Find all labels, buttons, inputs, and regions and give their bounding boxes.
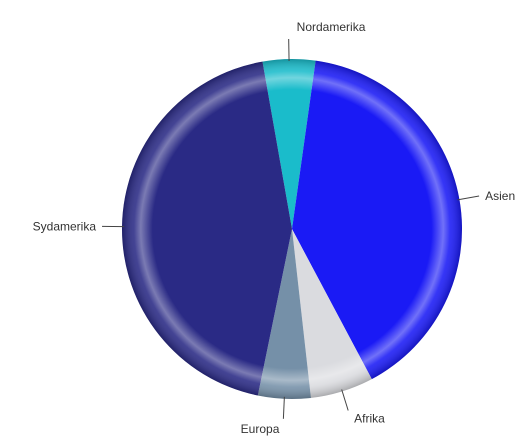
slice-label-nordamerika: Nordamerika [297, 20, 366, 34]
slice-label-sydamerika: Sydamerika [33, 219, 97, 233]
pie-slices [121, 58, 463, 400]
slice-label-asien: Asien [485, 189, 515, 203]
leader-line-asien [457, 195, 480, 201]
pie-labels: Nordamerika Asien Afrika Europa Sydamerika [33, 20, 515, 436]
leader-line-afrika [341, 389, 349, 411]
pie-slice-sydamerika [121, 61, 292, 396]
leader-line-europa [282, 396, 285, 419]
slice-label-afrika: Afrika [354, 412, 385, 426]
slice-label-europa: Europa [241, 422, 280, 436]
